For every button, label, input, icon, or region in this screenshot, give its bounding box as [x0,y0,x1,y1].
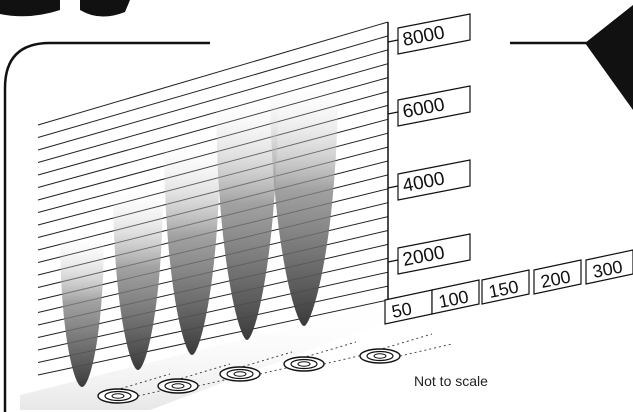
beam [60,232,104,387]
x-tick-label: 300 [591,257,624,282]
y-ticks: 2000 4000 6000 8000 [387,13,471,275]
x-tick-label: 200 [539,267,572,292]
x-tick: 50 [384,289,433,325]
source-marker [283,341,377,372]
beams-layer [60,78,338,387]
beam [216,92,278,340]
annotation-not-to-scale: Not to scale [414,373,488,389]
source-marker [359,333,453,364]
chart-frame [3,41,210,412]
y-tick: 8000 [387,13,471,55]
corner-panel [585,5,633,110]
y-tick: 4000 [387,159,471,201]
header-glyph [0,0,130,17]
x-tick-label: 100 [437,287,470,312]
y-tick: 6000 [387,85,471,127]
beam [270,78,338,326]
grid-line [37,49,389,151]
grid-line [37,285,389,363]
x-tick-label: 150 [487,277,520,302]
grid-line [37,21,389,126]
x-tick: 200 [533,259,582,295]
floor-plane [20,300,430,410]
grid-line [37,35,389,138]
x-tick: 150 [481,269,530,305]
beam [113,184,163,370]
y-tick: 2000 [387,233,471,275]
markers-layer [97,333,453,404]
beam [164,138,220,355]
x-tick: 300 [585,249,633,285]
source-marker [219,351,313,382]
x-tick: 100 [431,279,480,315]
x-tick-label: 50 [390,298,413,321]
grid-line [37,299,389,376]
source-marker [157,363,251,394]
